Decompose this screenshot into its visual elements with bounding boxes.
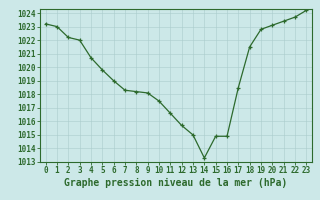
X-axis label: Graphe pression niveau de la mer (hPa): Graphe pression niveau de la mer (hPa) — [64, 178, 288, 188]
